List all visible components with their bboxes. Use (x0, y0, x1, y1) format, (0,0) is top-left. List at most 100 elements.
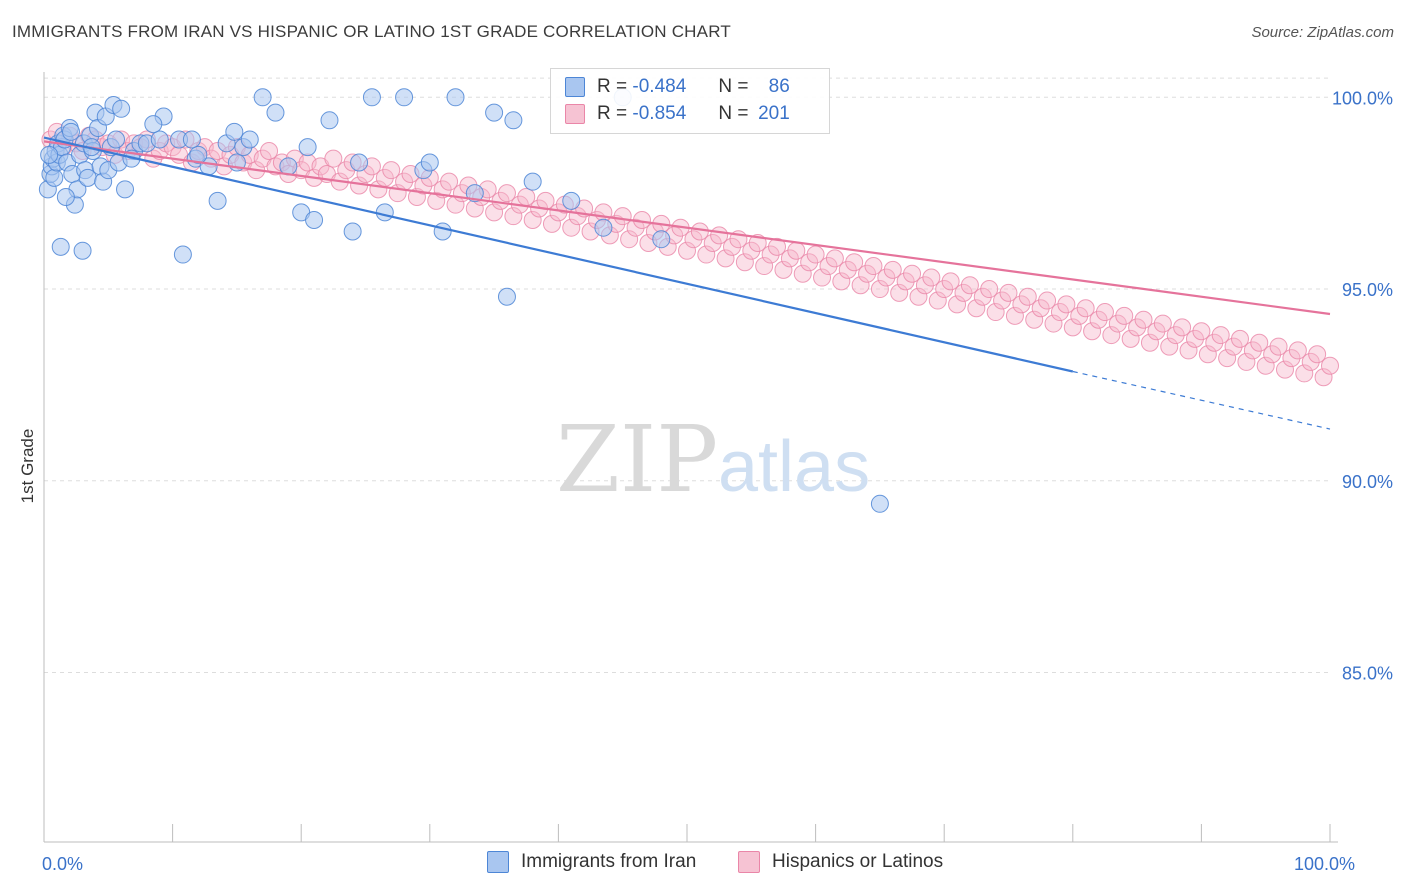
hispanic-point (703, 234, 722, 253)
hispanic-point (626, 218, 645, 237)
hispanic-point (960, 276, 979, 295)
iran-point (56, 188, 75, 207)
hispanic-point (504, 207, 523, 226)
hispanic-point (755, 257, 774, 276)
iran-point (107, 130, 126, 149)
hispanic-point (1314, 368, 1333, 387)
hispanic-point (793, 264, 812, 283)
hispanic-swatch (565, 104, 585, 124)
hispanic-point (1083, 322, 1102, 341)
iran-point (395, 88, 414, 107)
iran-point (116, 180, 135, 199)
hispanic-point (813, 268, 832, 287)
iran-point (189, 145, 208, 164)
hispanic-point (858, 264, 877, 283)
hispanic-point (1115, 306, 1134, 325)
hispanic-point (890, 283, 909, 302)
y-tick-label: 85.0% (1342, 664, 1393, 684)
hispanic-point (440, 172, 459, 191)
iran-point (208, 191, 227, 210)
iran-point (40, 145, 59, 164)
hispanic-r-label: R = (597, 103, 628, 124)
iran-point (420, 153, 439, 172)
hispanic-point (1295, 364, 1314, 383)
hispanic-point (742, 241, 761, 260)
bottom-iran-swatch (487, 851, 509, 873)
iran-point (870, 494, 889, 513)
hispanic-point (1063, 318, 1082, 337)
hispanic-point (993, 291, 1012, 310)
iran-point (62, 122, 81, 141)
hispanic-point (819, 257, 838, 276)
hispanic-point (485, 203, 504, 222)
hispanic-point (864, 257, 883, 276)
bottom-legend-hispanic: Hispanics or Latinos (738, 851, 943, 873)
correlation-legend: R = -0.484 N = 86 R = -0.854 N = 201 (550, 68, 830, 134)
hispanic-point (948, 295, 967, 314)
hispanic-point (1166, 326, 1185, 345)
hispanic-point (954, 283, 973, 302)
hispanic-point (716, 249, 735, 268)
hispanic-point (1018, 287, 1037, 306)
hispanic-point (620, 230, 639, 249)
hispanic-point (1263, 345, 1282, 364)
iran-point (182, 130, 201, 149)
iran-r-label: R = (597, 76, 628, 97)
hispanic-trendline (43, 140, 1331, 316)
hispanic-point (1108, 314, 1127, 333)
iran-point (298, 138, 317, 157)
hispanic-point (1089, 310, 1108, 329)
iran-point (652, 230, 671, 249)
hispanic-n-value: 201 (758, 103, 790, 124)
hispanic-point (896, 272, 915, 291)
iran-point (504, 111, 523, 130)
iran-point (225, 122, 244, 141)
iran-point (73, 241, 92, 260)
iran-point (144, 115, 163, 134)
hispanic-point (1198, 345, 1217, 364)
hispanic-point (1224, 337, 1243, 356)
iran-point (240, 130, 259, 149)
iran-trendline-extension (1072, 370, 1331, 430)
hispanic-point (999, 283, 1018, 302)
iran-point (279, 157, 298, 176)
y-axis-label: 1st Grade (18, 429, 37, 504)
hispanic-point (780, 249, 799, 268)
iran-point (253, 88, 272, 107)
x-tick-label: 100.0% (1294, 854, 1355, 874)
hispanic-point (825, 249, 844, 268)
hispanic-point (1179, 341, 1198, 360)
iran-point (523, 172, 542, 191)
hispanic-point (1301, 352, 1320, 371)
hispanic-point (870, 280, 889, 299)
hispanic-point (1076, 299, 1095, 318)
hispanic-point (523, 211, 542, 230)
iran-n-value: 86 (768, 76, 790, 97)
iran-point (433, 222, 452, 241)
iran-point (497, 287, 516, 306)
iran-trendline (43, 136, 1074, 373)
hispanic-point (941, 272, 960, 291)
hispanic-point (1121, 329, 1140, 348)
hispanic-point (1185, 329, 1204, 348)
hispanic-point (542, 214, 561, 233)
hispanic-point (1134, 310, 1153, 329)
hispanic-point (697, 245, 716, 264)
hispanic-point (1211, 326, 1230, 345)
hispanic-point (1205, 333, 1224, 352)
hispanic-point (735, 253, 754, 272)
bottom-hispanic-swatch (738, 851, 760, 873)
hispanic-point (1057, 295, 1076, 314)
hispanic-point (768, 237, 787, 256)
hispanic-point (903, 264, 922, 283)
hispanic-point (1256, 356, 1275, 375)
legend-row-hispanic: R = -0.854 N = 201 (565, 102, 790, 126)
hispanic-point (909, 287, 928, 306)
hispanic-point (1005, 306, 1024, 325)
hispanic-point (678, 241, 696, 260)
hispanic-point (562, 218, 581, 237)
x-tick-label: 0.0% (42, 854, 83, 874)
watermark: ZIP atlas (556, 406, 870, 513)
iran-point (51, 237, 70, 256)
chart-title: IMMIGRANTS FROM IRAN VS HISPANIC OR LATI… (12, 22, 731, 41)
